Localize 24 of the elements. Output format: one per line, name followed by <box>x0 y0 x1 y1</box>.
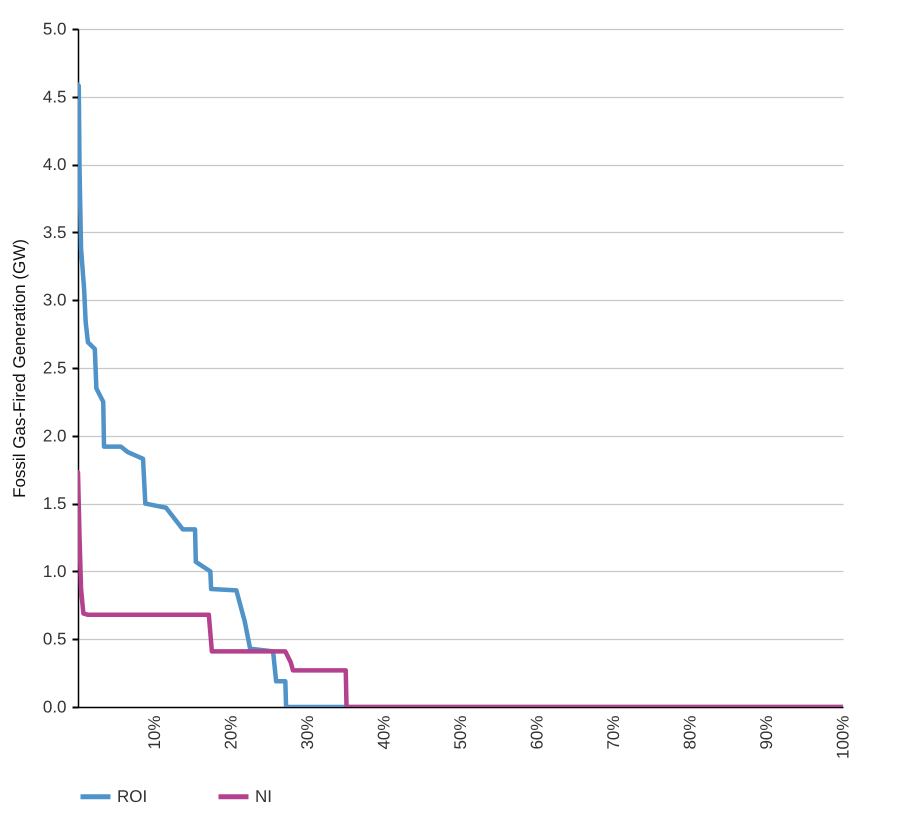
x-tick-label: 20% <box>222 716 240 750</box>
y-tick-label: 3.5 <box>42 222 66 242</box>
y-tick-label: 0.5 <box>42 630 66 649</box>
y-tick-label: 5.0 <box>42 20 66 38</box>
x-tick-label: 50% <box>451 716 470 750</box>
x-tick-label: 70% <box>604 716 623 750</box>
y-tick-label: 3.0 <box>42 290 66 310</box>
y-tick-label: 1.5 <box>42 494 66 514</box>
y-tick-label: 1.0 <box>42 562 66 581</box>
x-tick-label: 40% <box>374 716 394 750</box>
x-tick-label: 30% <box>298 716 317 750</box>
y-tick-label: 2.5 <box>42 358 66 378</box>
x-tick-label: 10% <box>145 716 164 750</box>
y-tick-label: 4.5 <box>42 87 66 106</box>
x-tick-label: 60% <box>528 716 546 750</box>
x-tick-label: 100% <box>834 716 852 759</box>
legend-label: ROI <box>117 786 148 806</box>
y-tick-label: 4.0 <box>42 155 66 174</box>
x-tick-label: 80% <box>680 716 700 750</box>
legend-label: NI <box>255 786 272 806</box>
x-tick-label: 90% <box>757 716 776 750</box>
y-tick-label: 0.0 <box>42 698 66 716</box>
y-tick-label: 2.0 <box>42 426 66 446</box>
y-axis-title: Fossil Gas-Fired Generation (GW) <box>10 239 29 498</box>
